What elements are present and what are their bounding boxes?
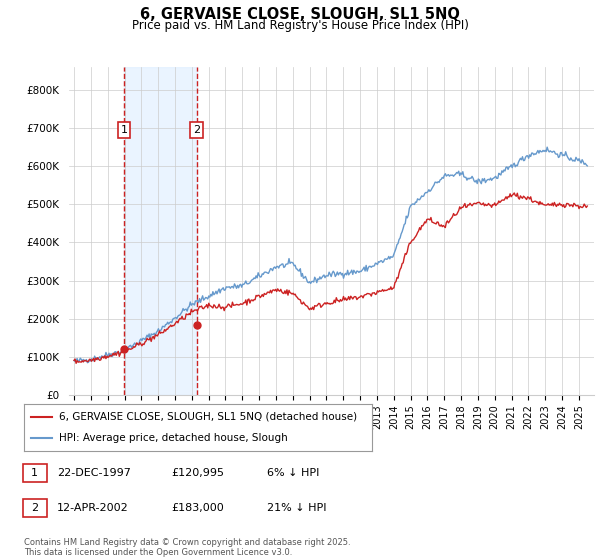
- Text: 2: 2: [31, 503, 38, 513]
- Bar: [124, 67, 197, 395]
- Text: Contains HM Land Registry data © Crown copyright and database right 2025.
This d: Contains HM Land Registry data © Crown c…: [24, 538, 350, 557]
- Text: 12-APR-2002: 12-APR-2002: [57, 503, 129, 513]
- Text: 2: 2: [193, 125, 200, 135]
- Text: £120,995: £120,995: [171, 468, 224, 478]
- Text: Price paid vs. HM Land Registry's House Price Index (HPI): Price paid vs. HM Land Registry's House …: [131, 19, 469, 32]
- Text: 1: 1: [121, 125, 128, 135]
- Text: 6, GERVAISE CLOSE, SLOUGH, SL1 5NQ (detached house): 6, GERVAISE CLOSE, SLOUGH, SL1 5NQ (deta…: [59, 412, 357, 422]
- Text: 6, GERVAISE CLOSE, SLOUGH, SL1 5NQ: 6, GERVAISE CLOSE, SLOUGH, SL1 5NQ: [140, 7, 460, 22]
- Text: 6% ↓ HPI: 6% ↓ HPI: [267, 468, 319, 478]
- Text: £183,000: £183,000: [171, 503, 224, 513]
- Text: 22-DEC-1997: 22-DEC-1997: [57, 468, 131, 478]
- Text: 1: 1: [31, 468, 38, 478]
- Text: 21% ↓ HPI: 21% ↓ HPI: [267, 503, 326, 513]
- Text: HPI: Average price, detached house, Slough: HPI: Average price, detached house, Slou…: [59, 433, 287, 444]
